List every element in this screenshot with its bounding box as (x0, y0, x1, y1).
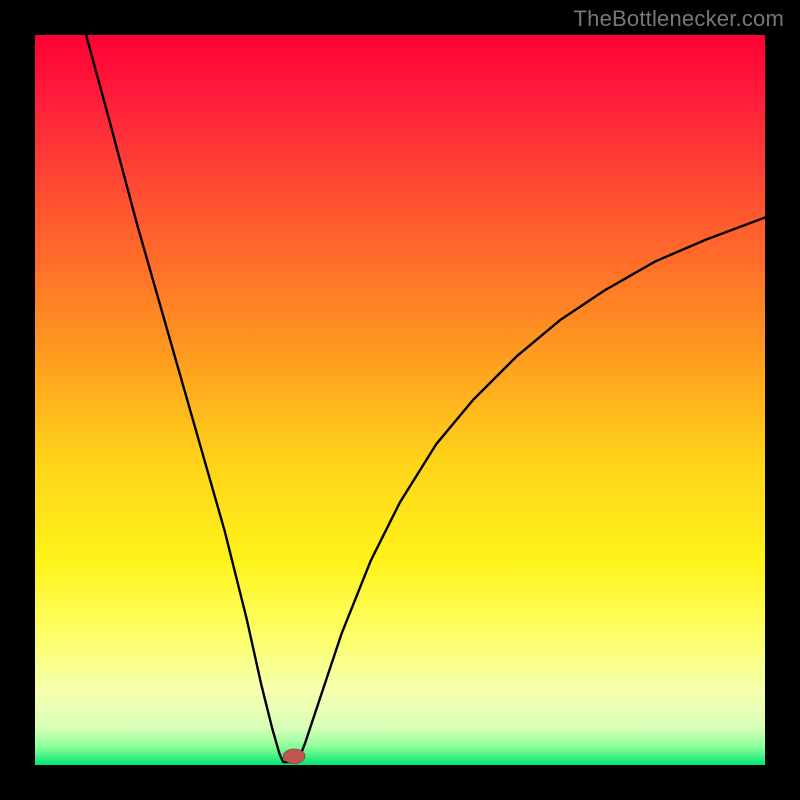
watermark-text: TheBottlenecker.com (574, 6, 784, 32)
gradient-background (35, 35, 765, 765)
chart-svg (35, 35, 765, 765)
chart-frame: TheBottlenecker.com (0, 0, 800, 800)
minimum-marker (283, 749, 305, 764)
plot-area (35, 35, 765, 765)
